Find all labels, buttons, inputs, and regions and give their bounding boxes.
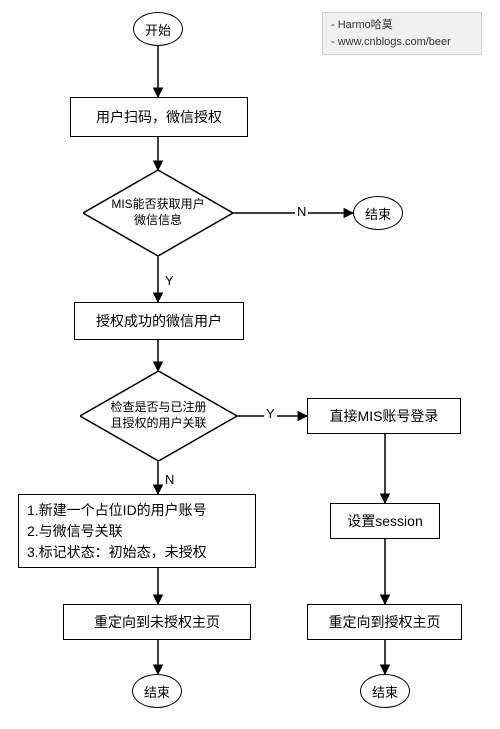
redir-ok-node: 重定向到授权主页	[307, 604, 462, 640]
node-label: 结束	[372, 682, 398, 701]
node-label-multiline: 1.新建一个占位ID的用户账号 2.与微信号关联 3.标记状态：初始态，未授权	[27, 500, 207, 563]
node-label: 直接MIS账号登录	[330, 406, 439, 426]
node-label: 结束	[144, 682, 170, 701]
node-label: 授权成功的微信用户	[96, 311, 222, 331]
create-node: 1.新建一个占位ID的用户账号 2.与微信号关联 3.标记状态：初始态，未授权	[18, 494, 256, 568]
node-label: 用户扫码，微信授权	[96, 107, 222, 127]
node-label: 结束	[365, 204, 391, 223]
edge-label: Y	[264, 406, 277, 421]
note-line: - Harmo哈莫	[331, 17, 473, 34]
end-node-right: 结束	[360, 674, 410, 708]
edge-label: Y	[163, 273, 176, 288]
attribution-note: - Harmo哈莫 - www.cnblogs.com/beer	[322, 12, 482, 55]
login-node: 直接MIS账号登录	[307, 398, 461, 434]
decision-d2: 检查是否与已注册且授权的用户关联	[80, 371, 237, 461]
edge-label: N	[295, 204, 308, 219]
note-line: - www.cnblogs.com/beer	[331, 34, 473, 51]
node-label: 检查是否与已注册且授权的用户关联	[80, 371, 237, 461]
end-node-n: 结束	[353, 196, 403, 230]
edge-label: N	[163, 472, 176, 487]
node-label-line: 3.标记状态：初始态，未授权	[27, 542, 207, 563]
flowchart-canvas: - Harmo哈莫 - www.cnblogs.com/beer 开始 结束 结…	[0, 0, 500, 729]
decision-d1: MIS能否获取用户微信信息	[83, 170, 233, 256]
auth-ok-node: 授权成功的微信用户	[74, 302, 244, 340]
node-label: 设置session	[347, 511, 422, 531]
redir-no-node: 重定向到未授权主页	[63, 604, 251, 640]
session-node: 设置session	[330, 503, 440, 539]
node-label: 重定向到未授权主页	[94, 612, 220, 632]
end-node-left: 结束	[132, 674, 182, 708]
node-label: 重定向到授权主页	[329, 612, 441, 632]
node-label: 开始	[145, 20, 171, 39]
node-label: MIS能否获取用户微信信息	[83, 170, 233, 256]
node-label-line: 1.新建一个占位ID的用户账号	[27, 500, 207, 521]
scan-node: 用户扫码，微信授权	[70, 97, 248, 137]
node-label-line: 2.与微信号关联	[27, 521, 207, 542]
start-node: 开始	[133, 12, 183, 46]
